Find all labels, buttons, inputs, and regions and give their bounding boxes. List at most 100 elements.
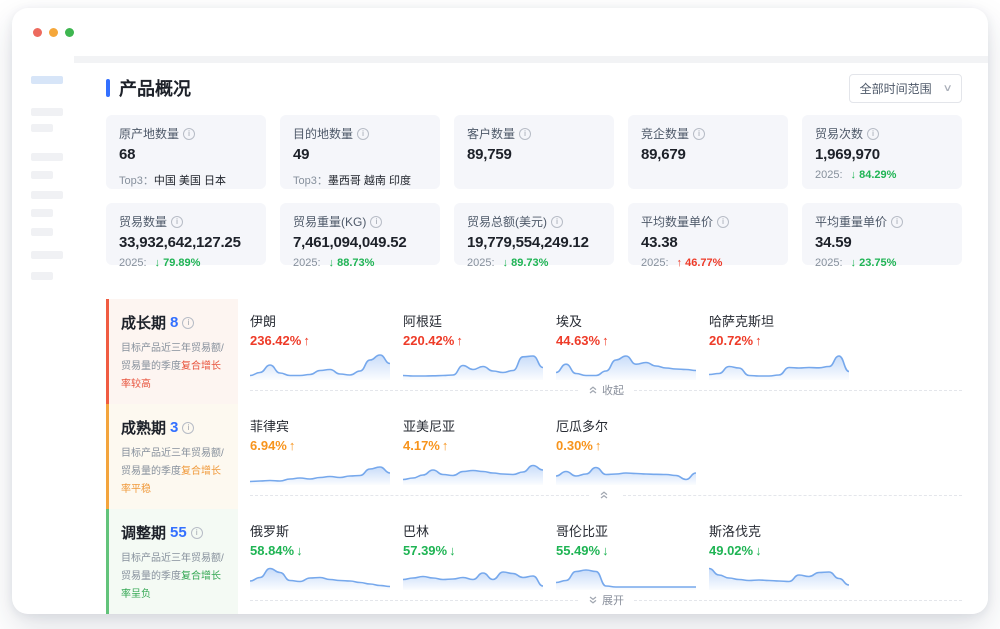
stat-label: 贸易重量(KG) xyxy=(293,215,367,229)
yoy-year-label: 2025: xyxy=(467,257,495,269)
country-change: 236.42% ↑ xyxy=(250,333,391,348)
info-icon[interactable] xyxy=(182,421,195,434)
change-percent: 220.42% xyxy=(403,333,455,348)
sidebar-item[interactable] xyxy=(31,209,53,217)
page-title: 产品概况 xyxy=(119,79,191,99)
yoy-percent: 23.75% xyxy=(859,257,897,269)
info-icon[interactable] xyxy=(519,127,532,140)
stage-label: 成长期 8 目标产品近三年贸易额/贸易量的季度复合增长率较高 xyxy=(106,299,238,404)
stat-cards-row-2: 贸易数量 33,932,642,127.25 2025: ↓ 79.89% 贸易重… xyxy=(106,203,962,269)
country-name: 菲律宾 xyxy=(250,419,290,434)
country-trend-chart[interactable]: 哥伦比亚 55.49% ↓ xyxy=(556,521,709,590)
zoom-window-button[interactable] xyxy=(65,27,74,37)
country-trend-chart[interactable]: 斯洛伐克 49.02% ↓ xyxy=(709,521,862,590)
info-icon[interactable] xyxy=(717,215,730,228)
chevron-down-icon: ∨ xyxy=(942,82,953,94)
expand-collapse-toggle[interactable]: 展开 xyxy=(250,592,962,608)
country-name: 埃及 xyxy=(556,314,583,329)
dashed-divider xyxy=(250,599,578,601)
change-percent: 236.42% xyxy=(250,333,302,348)
sidebar-item[interactable] xyxy=(31,124,53,132)
info-icon[interactable] xyxy=(370,215,383,228)
stat-label: 竞企数量 xyxy=(641,127,690,141)
stage-charts: 俄罗斯 58.84% ↓ 巴林 57.39% ↓ 哥伦比亚 55.49% ↓ 斯洛伐克… xyxy=(250,521,962,590)
window-titlebar xyxy=(12,8,988,56)
stage-label: 调整期 55 目标产品近三年贸易额/贸易量的季度复合增长率呈负 xyxy=(106,509,238,614)
main-content: 产品概况 全部时间范围 ∨ 原产地数量 68 Top3：中国 美国 日本 目的地… xyxy=(74,56,988,614)
info-icon[interactable] xyxy=(183,127,196,140)
yoy-percent: 88.73% xyxy=(337,257,375,269)
dashed-divider xyxy=(250,494,589,496)
dashed-divider xyxy=(634,599,962,601)
info-icon[interactable] xyxy=(171,215,184,228)
stat-label: 贸易数量 xyxy=(119,215,168,229)
sparkline-chart xyxy=(403,355,543,380)
expand-collapse-toggle[interactable]: 收起 xyxy=(250,382,962,398)
info-icon[interactable] xyxy=(867,127,880,140)
country-trend-chart[interactable]: 伊朗 236.42% ↑ xyxy=(250,311,403,380)
country-trend-chart[interactable]: 厄瓜多尔 0.30% ↑ xyxy=(556,416,709,485)
time-range-select[interactable]: 全部时间范围 ∨ xyxy=(848,73,962,103)
yoy-year-label: 2025: xyxy=(641,257,669,269)
expand-collapse-toggle[interactable] xyxy=(250,487,962,503)
stage-count: 8 xyxy=(170,314,179,331)
trend-arrow-icon: ↑ xyxy=(755,333,762,348)
sidebar-skeleton-nav xyxy=(12,56,74,614)
country-trend-chart[interactable]: 俄罗斯 58.84% ↓ xyxy=(250,521,403,590)
country-name: 巴林 xyxy=(403,524,430,539)
country-change: 220.42% ↑ xyxy=(403,333,544,348)
country-change: 6.94% ↑ xyxy=(250,438,391,453)
change-percent: 58.84% xyxy=(250,543,295,558)
country-trend-chart[interactable]: 阿根廷 220.42% ↑ xyxy=(403,311,556,380)
yoy-change: ↓ 84.29% xyxy=(849,169,897,181)
sparkline-chart xyxy=(250,567,390,590)
stat-label: 原产地数量 xyxy=(119,127,180,141)
content-top-divider xyxy=(74,56,988,63)
stage-row: 成熟期 3 目标产品近三年贸易额/贸易量的季度复合增长率平稳 菲律宾 6.94%… xyxy=(106,404,962,509)
trend-arrow-icon: ↓ xyxy=(602,543,609,558)
sidebar-item[interactable] xyxy=(31,191,63,199)
stage-charts: 伊朗 236.42% ↑ 阿根廷 220.42% ↑ 埃及 44.63% ↑ 哈萨克斯… xyxy=(250,311,962,380)
country-trend-chart[interactable]: 亚美尼亚 4.17% ↑ xyxy=(403,416,556,485)
trend-arrow-icon: ↓ xyxy=(502,257,509,269)
stat-card: 贸易重量(KG) 7,461,094,049.52 2025: ↓ 88.73% xyxy=(280,203,440,269)
trend-arrow-icon: ↑ xyxy=(594,438,602,453)
sidebar-item[interactable] xyxy=(31,228,53,236)
sparkline-chart xyxy=(250,354,390,380)
minimize-window-button[interactable] xyxy=(49,27,58,37)
sidebar-item[interactable] xyxy=(31,108,63,116)
stage-name: 调整期 xyxy=(121,525,167,542)
sidebar-item[interactable] xyxy=(31,251,63,259)
close-window-button[interactable] xyxy=(33,27,42,37)
stat-card: 平均数量单价 43.38 2025: ↑ 46.77% xyxy=(628,203,788,269)
change-percent: 4.17% xyxy=(403,438,440,453)
growth-stage-section: 成长期 8 目标产品近三年贸易额/贸易量的季度复合增长率较高 伊朗 236.42… xyxy=(106,299,962,614)
dashed-divider xyxy=(623,494,962,496)
country-trend-chart[interactable]: 哈萨克斯坦 20.72% ↑ xyxy=(709,311,862,380)
sidebar-item[interactable] xyxy=(31,272,53,280)
country-trend-chart[interactable]: 巴林 57.39% ↓ xyxy=(403,521,556,590)
sidebar-item[interactable] xyxy=(31,171,53,179)
stat-value: 34.59 xyxy=(815,234,852,251)
info-icon[interactable] xyxy=(357,127,370,140)
stat-label: 平均数量单价 xyxy=(641,215,714,229)
stage-name: 成长期 xyxy=(121,315,167,332)
info-icon[interactable] xyxy=(551,215,563,228)
stat-value: 89,679 xyxy=(641,146,686,163)
stage-row: 成长期 8 目标产品近三年贸易额/贸易量的季度复合增长率较高 伊朗 236.42… xyxy=(106,299,962,404)
sidebar-item[interactable] xyxy=(31,153,63,161)
info-icon[interactable] xyxy=(891,215,904,228)
country-name: 俄罗斯 xyxy=(250,524,290,539)
country-change: 20.72% ↑ xyxy=(709,333,850,348)
info-icon[interactable] xyxy=(693,127,706,140)
sidebar-item-active[interactable] xyxy=(31,76,63,84)
trend-arrow-icon: ↑ xyxy=(602,333,609,348)
top3-value: 中国 美国 日本 xyxy=(153,175,226,187)
stat-label: 贸易总额(美元) xyxy=(467,215,547,229)
country-trend-chart[interactable]: 埃及 44.63% ↑ xyxy=(556,311,709,380)
panel-header: 产品概况 全部时间范围 ∨ xyxy=(106,73,962,103)
stat-card: 贸易数量 33,932,642,127.25 2025: ↓ 79.89% xyxy=(106,203,266,269)
info-icon[interactable] xyxy=(190,526,203,539)
info-icon[interactable] xyxy=(182,316,195,329)
country-trend-chart[interactable]: 菲律宾 6.94% ↑ xyxy=(250,416,403,485)
